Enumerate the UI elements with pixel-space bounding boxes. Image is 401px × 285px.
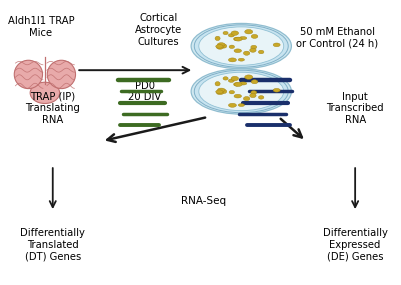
Ellipse shape [228, 79, 234, 82]
Text: Cortical
Astrocyte
Cultures: Cortical Astrocyte Cultures [135, 13, 182, 47]
Ellipse shape [199, 27, 284, 65]
Ellipse shape [14, 60, 43, 89]
Text: Aldh1l1 TRAP
Mice: Aldh1l1 TRAP Mice [8, 16, 74, 38]
Ellipse shape [239, 82, 247, 85]
Ellipse shape [251, 34, 258, 38]
Ellipse shape [234, 37, 242, 41]
Ellipse shape [199, 72, 284, 111]
Ellipse shape [217, 46, 223, 49]
Ellipse shape [217, 91, 223, 95]
Ellipse shape [47, 60, 75, 89]
Ellipse shape [233, 37, 240, 41]
Ellipse shape [194, 70, 288, 113]
Ellipse shape [258, 95, 264, 99]
Ellipse shape [221, 44, 227, 48]
Ellipse shape [273, 88, 280, 92]
Ellipse shape [216, 90, 223, 93]
Ellipse shape [243, 51, 250, 55]
Ellipse shape [243, 97, 250, 101]
Text: Differentially
Translated
(DT) Genes: Differentially Translated (DT) Genes [20, 228, 85, 261]
Ellipse shape [223, 31, 228, 35]
Ellipse shape [221, 89, 227, 93]
Ellipse shape [273, 43, 280, 47]
Ellipse shape [30, 82, 60, 103]
Ellipse shape [251, 91, 257, 94]
Text: RNA-Seq: RNA-Seq [181, 196, 227, 206]
Ellipse shape [250, 48, 256, 52]
Ellipse shape [191, 69, 292, 114]
Text: PD0
20 DIV: PD0 20 DIV [128, 81, 162, 102]
Ellipse shape [238, 104, 245, 107]
Ellipse shape [229, 45, 235, 48]
Ellipse shape [234, 49, 241, 53]
Ellipse shape [215, 82, 220, 86]
Ellipse shape [194, 25, 288, 67]
Ellipse shape [245, 75, 253, 79]
Text: Input
Transcribed
RNA: Input Transcribed RNA [326, 92, 384, 125]
Ellipse shape [231, 31, 239, 35]
Ellipse shape [228, 34, 234, 37]
Text: Differentially
Expressed
(DE) Genes: Differentially Expressed (DE) Genes [323, 228, 388, 261]
Ellipse shape [217, 43, 225, 46]
Ellipse shape [234, 82, 242, 86]
Ellipse shape [229, 90, 235, 94]
Text: 50 mM Ethanol
or Control (24 h): 50 mM Ethanol or Control (24 h) [296, 27, 379, 48]
Ellipse shape [234, 94, 241, 98]
Ellipse shape [251, 45, 257, 49]
Ellipse shape [229, 103, 237, 107]
Ellipse shape [231, 76, 239, 81]
Ellipse shape [238, 58, 245, 61]
Ellipse shape [215, 36, 220, 40]
Ellipse shape [233, 83, 240, 86]
Text: TRAP (IP)
Translating
RNA: TRAP (IP) Translating RNA [25, 92, 80, 125]
Ellipse shape [217, 88, 225, 92]
Ellipse shape [250, 93, 256, 98]
Ellipse shape [239, 36, 247, 40]
Ellipse shape [245, 30, 253, 34]
Ellipse shape [191, 23, 292, 69]
Ellipse shape [251, 80, 258, 84]
Ellipse shape [258, 50, 264, 54]
Ellipse shape [223, 77, 228, 80]
Ellipse shape [216, 44, 223, 48]
Ellipse shape [229, 58, 237, 62]
